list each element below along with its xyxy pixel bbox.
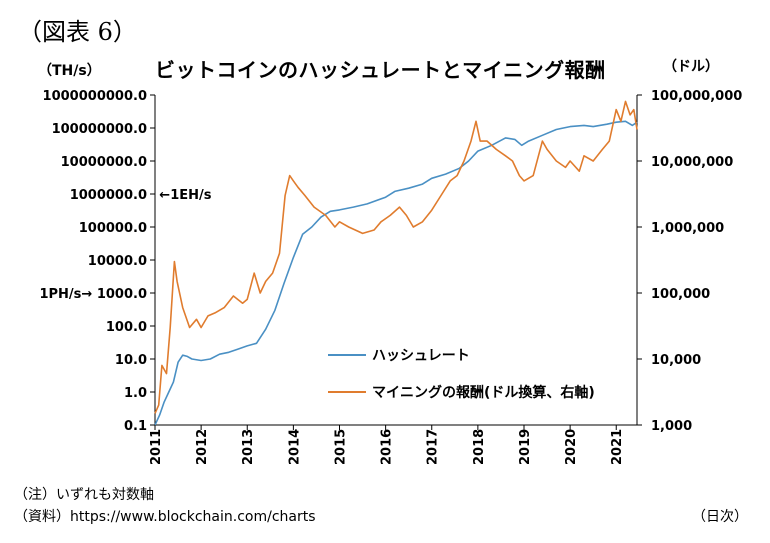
x-tick-label: 2012 <box>195 429 210 465</box>
left-tick-label: 100.0 <box>106 320 147 335</box>
x-tick-label: 2021 <box>610 429 625 465</box>
left-tick-label: 1000000000.0 <box>43 89 147 104</box>
left-axis-unit: （TH/s） <box>38 63 101 79</box>
annotation-1eh: ←1EH/s <box>159 188 211 203</box>
x-tick-label: 2015 <box>333 429 348 465</box>
x-tick-label: 2014 <box>287 429 302 465</box>
chart-source: （資料）https://www.blockchain.com/charts <box>14 509 316 525</box>
right-tick-label: 100,000 <box>651 287 710 302</box>
x-tick-label: 2013 <box>241 429 256 465</box>
right-tick-label: 1,000 <box>651 419 692 434</box>
left-tick-label: 100000.0 <box>79 221 147 236</box>
left-tick-label: 10000.0 <box>88 254 147 269</box>
right-tick-label: 10,000,000 <box>651 155 733 170</box>
x-tick-label: 2019 <box>518 429 533 465</box>
left-tick-label: 10000000.0 <box>61 155 147 170</box>
chart-title: ビットコインのハッシュレートとマイニング報酬 <box>155 58 606 82</box>
x-tick-label: 2016 <box>380 429 395 465</box>
legend-label: ハッシュレート <box>372 348 470 364</box>
right-axis-unit: （ドル） <box>663 59 719 75</box>
left-tick-label: 0.1 <box>124 419 147 434</box>
x-tick-label: 2020 <box>564 429 579 465</box>
x-tick-label: 2017 <box>426 429 441 465</box>
right-tick-label: 10,000 <box>651 353 701 368</box>
legend-label: マイニングの報酬(ドル換算、右軸) <box>372 384 595 401</box>
left-tick-label: 1.0 <box>124 386 147 401</box>
left-tick-label: 100000000.0 <box>52 122 147 137</box>
right-tick-label: 1,000,000 <box>651 221 724 236</box>
left-tick-label: 1000000.0 <box>70 188 147 203</box>
reward-line <box>154 100 638 414</box>
x-tick-label: 2018 <box>472 429 487 465</box>
chart-note: （注）いずれも対数軸 <box>14 487 154 503</box>
left-tick-label: 1PH/s→ 1000.0 <box>39 287 147 302</box>
hashrate-line <box>154 120 638 426</box>
right-tick-label: 100,000,000 <box>651 89 742 104</box>
left-tick-label: 10.0 <box>115 353 147 368</box>
data-frequency: （日次） <box>692 509 748 525</box>
figure-label: （図表 6） <box>18 18 137 46</box>
x-tick-label: 2011 <box>149 429 164 465</box>
